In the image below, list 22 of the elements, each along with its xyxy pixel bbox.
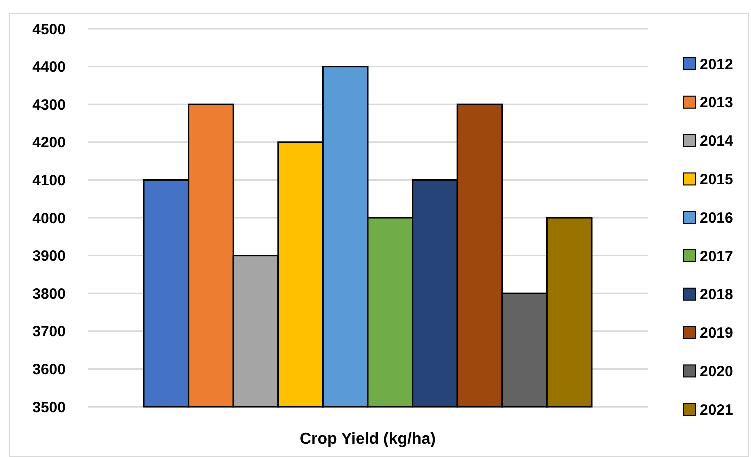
y-tick-label: 4300 [32,96,66,114]
y-tick-label: 4000 [32,210,66,228]
legend-label: 2014 [700,133,734,150]
y-tick-label: 3700 [32,324,66,341]
y-tick-label: 4200 [32,134,66,152]
legend-label: 2017 [700,248,734,266]
y-tick-label: 4100 [32,172,66,190]
y-tick-label: 3600 [32,361,66,378]
legend-label: 2020 [700,363,734,380]
y-tick-label: 3500 [32,399,66,416]
legend-label: 2021 [700,402,734,419]
y-tick-label: 3800 [32,286,66,303]
y-tick-label: 4500 [32,21,66,38]
legend-label: 2018 [700,286,734,304]
y-tick-label: 4400 [32,59,66,76]
legend-label: 2015 [700,171,734,188]
y-tick-label: 3900 [32,248,66,266]
legend-label: 2019 [700,325,734,342]
legend-label: 2016 [700,210,734,227]
legend-label: 2013 [700,94,734,112]
legend-label: 2012 [700,56,734,74]
x-axis-title: Crop Yield (kg/ha) [300,431,436,448]
